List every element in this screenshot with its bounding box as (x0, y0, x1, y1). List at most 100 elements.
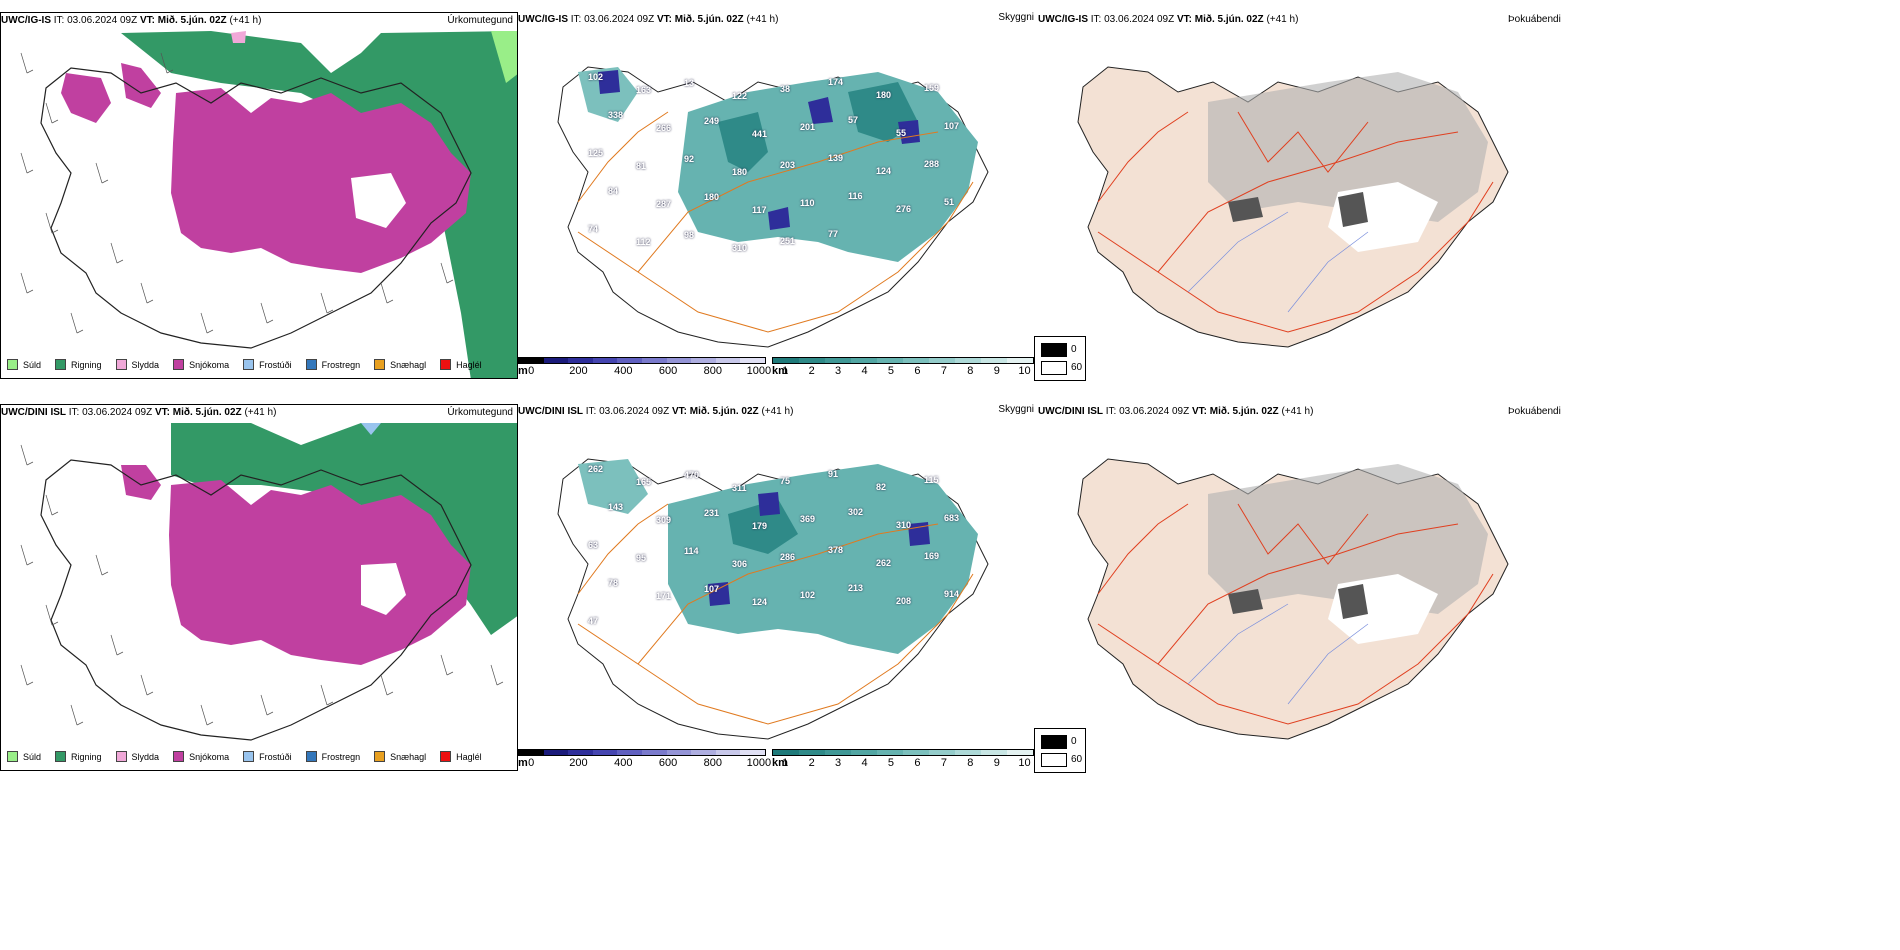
colorbar-segment (740, 750, 765, 755)
legend-item: Slydda (115, 751, 159, 762)
legend-item: Snjókoma (173, 359, 229, 370)
roads (1097, 503, 1494, 725)
colorbar-tick: 4 (861, 365, 868, 377)
colorbar-tick: 800 (703, 365, 723, 377)
colorbar-segment (740, 358, 765, 363)
ceiling-value-label: 78 (608, 578, 619, 588)
colorbar-segment (543, 358, 569, 363)
rivers (1187, 211, 1369, 313)
colorbar-segment (773, 358, 799, 363)
panel-title-cloud: Skyggni (998, 404, 1034, 415)
precip-legend: Súld Rigning Slydda Snjókoma Frostúði Fr… (7, 751, 482, 762)
ceiling-value-label: 180 (704, 192, 720, 202)
colorbar-segment (666, 750, 692, 755)
colorbar-segment (799, 750, 825, 755)
colorbars-row2: m 0 200 400 600 800 1000 km 1 2 3 4 5 6 7 8 9 10 (518, 749, 1118, 773)
panel-title-cloud: Skyggni (998, 12, 1034, 23)
ceiling-value-label: 91 (828, 469, 839, 479)
ceiling-value-label: 179 (752, 521, 768, 531)
precip-type-panel-row1: UWC/IG-IS IT: 03.06.2024 09Z VT: Mið. 5.… (0, 12, 518, 379)
roads (577, 111, 974, 333)
colorbar-tick: 1000 (746, 365, 772, 377)
colorbar-segment (641, 358, 667, 363)
ceiling-value-label: 262 (876, 558, 892, 568)
ceiling-value-label: 110 (800, 198, 815, 208)
ceiling-labels: 262 165 470 311 75 91 82 115 143 309 231 179 369 302 3… (518, 404, 1038, 744)
ceiling-value-label: 102 (588, 72, 604, 82)
colorbar-segment (851, 750, 877, 755)
colorbar-unit: m (518, 757, 528, 769)
panel-header: UWC/IG-IS IT: 03.06.2024 09Z VT: Mið. 5.… (518, 14, 779, 25)
wind-barbs (20, 52, 454, 334)
ceiling-value-label: 213 (848, 583, 864, 593)
colorbar-tick: 0 (528, 757, 535, 769)
colorbar-tick: 7 (940, 757, 947, 769)
fog-index-panel-row1: UWC/IG-IS IT: 03.06.2024 09Z VT: Mið. 5.… (1038, 12, 1900, 379)
colorbar-tick: 200 (569, 757, 588, 769)
colorbar-segment (691, 750, 716, 755)
ceiling-value-label: 74 (588, 224, 599, 234)
colorbar-segment (955, 358, 981, 363)
ceiling-value-label: 369 (800, 514, 816, 524)
ceiling-value-label: 98 (684, 230, 695, 240)
ceiling-value-label: 13 (684, 78, 695, 88)
ceiling-value-label: 165 (636, 477, 652, 487)
ceiling-value-label: 310 (896, 520, 912, 530)
ceiling-value-label: 75 (780, 476, 791, 486)
cloud-label-high: 60 (1071, 362, 1083, 373)
ceiling-colorbar: m 0 200 400 600 800 1000 (518, 357, 771, 381)
cloud-legend-row2: 0 60 (1034, 728, 1086, 773)
ceiling-value-label: 112 (636, 237, 651, 247)
ceiling-value-label: 107 (944, 121, 960, 131)
ceiling-value-label: 180 (732, 167, 748, 177)
precip-legend: Súld Rigning Slydda Snjókoma Frostúði Fr… (7, 359, 482, 370)
colorbar-unit: km (772, 757, 788, 769)
colorbar-tick: 1000 (746, 757, 772, 769)
ceiling-value-label: 266 (656, 123, 672, 133)
visibility-colorbar: km 1 2 3 4 5 6 7 8 9 10 (772, 357, 1034, 381)
colorbar-segment (1007, 750, 1033, 755)
ceiling-value-label: 47 (588, 616, 599, 626)
colorbar-segment (903, 358, 929, 363)
ceiling-value-label: 286 (780, 552, 796, 562)
ceiling-value-label: 338 (608, 110, 624, 120)
roads (1097, 111, 1494, 333)
colorbar-tick: 9 (993, 365, 1000, 377)
ceiling-value-label: 159 (924, 83, 940, 93)
colorbar-segment (981, 750, 1007, 755)
legend-item: Rigning (55, 751, 102, 762)
colorbar-tick: 8 (967, 365, 974, 377)
colorbar-tick: 10 (1018, 365, 1031, 377)
ceiling-value-label: 310 (732, 243, 748, 253)
ceiling-value-label: 124 (876, 166, 892, 176)
ceiling-value-label: 84 (608, 186, 619, 196)
cloud-swatch-high (1041, 753, 1067, 767)
legend-item: Haglél (440, 359, 482, 370)
panel-header: UWC/DINI ISL IT: 03.06.2024 09Z VT: Mið.… (1, 407, 277, 418)
legend-item: Súld (7, 359, 41, 370)
ceiling-value-label: 124 (752, 597, 768, 607)
ceiling-colorbar: m 0 200 400 600 800 1000 (518, 749, 771, 773)
colorbar-segment (568, 358, 593, 363)
colorbar-segment (903, 750, 929, 755)
colorbar-segment (799, 358, 825, 363)
ceiling-value-label: 51 (944, 197, 955, 207)
ceiling-value-label: 302 (848, 507, 864, 517)
cloud-swatch-low (1041, 735, 1067, 749)
colorbar-tick: 6 (914, 365, 921, 377)
rivers (1187, 603, 1369, 705)
ceiling-visibility-map (557, 458, 989, 740)
colorbar-segment (592, 750, 618, 755)
legend-item: Rigning (55, 359, 102, 370)
ceiling-value-label: 249 (704, 116, 720, 126)
roads (577, 503, 974, 725)
colorbar-tick: 9 (993, 757, 1000, 769)
ceiling-visibility-map (557, 66, 989, 348)
colorbar-tick: 3 (835, 757, 842, 769)
ceiling-value-label: 82 (876, 482, 887, 492)
colorbar-tick: 1 (782, 365, 789, 377)
ceiling-value-label: 102 (800, 590, 816, 600)
colorbar-tick: 2 (808, 365, 815, 377)
colorbar-segment (877, 750, 903, 755)
colorbar-segment (1007, 358, 1033, 363)
